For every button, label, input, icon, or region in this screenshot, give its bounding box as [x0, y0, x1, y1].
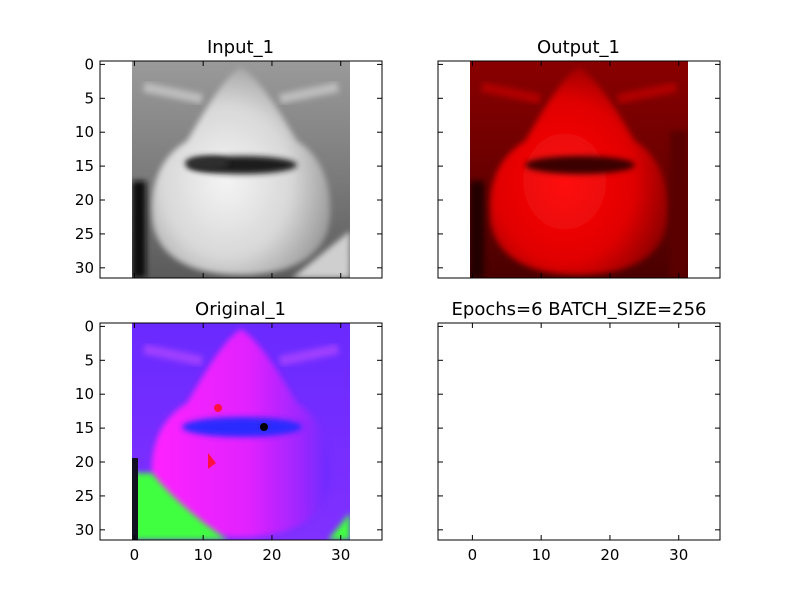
x-tick-label: 20 [600, 546, 619, 564]
axes-frame-epochs [437, 322, 721, 541]
axes-frame-input [99, 60, 383, 279]
y-tick-label: 25 [75, 225, 94, 243]
axes-frame-original [99, 322, 383, 541]
panel-title-input: Input_1 [207, 37, 274, 58]
y-tick-label: 0 [84, 55, 94, 73]
x-tick-label: 20 [262, 546, 281, 564]
y-tick-label: 20 [75, 191, 94, 209]
panel-original: Original_1 0 10 20 30 0 5 10 15 20 25 30 [75, 299, 383, 564]
ticks-input: 0 5 10 15 20 25 30 [75, 55, 382, 278]
y-tick-label: 30 [75, 521, 94, 539]
y-tick-label: 10 [75, 123, 94, 141]
ticks-epochs: 0 10 20 30 [438, 323, 720, 564]
x-tick-label: 30 [669, 546, 688, 564]
x-tick-label: 0 [130, 546, 140, 564]
y-tick-label: 10 [75, 385, 94, 403]
x-tick-label: 10 [194, 546, 213, 564]
x-tick-label: 0 [468, 546, 478, 564]
y-tick-label: 5 [84, 89, 94, 107]
y-tick-label: 30 [75, 259, 94, 277]
y-tick-label: 15 [75, 157, 94, 175]
x-tick-label: 30 [331, 546, 350, 564]
y-tick-label: 15 [75, 419, 94, 437]
y-tick-label: 0 [84, 317, 94, 335]
y-tick-label: 25 [75, 487, 94, 505]
y-tick-label: 5 [84, 351, 94, 369]
panel-title-output: Output_1 [537, 37, 620, 58]
panel-output: Output_1 [437, 37, 721, 279]
image-input [132, 61, 350, 278]
ticks-original: 0 10 20 30 0 5 10 15 20 25 30 [75, 317, 382, 564]
y-tick-label: 20 [75, 453, 94, 471]
panel-title-original: Original_1 [195, 299, 286, 320]
image-original [132, 323, 350, 540]
panel-title-epochs: Epochs=6 BATCH_SIZE=256 [452, 299, 707, 320]
image-output [470, 61, 688, 278]
panel-epochs: Epochs=6 BATCH_SIZE=256 0 10 20 30 [437, 299, 721, 564]
ticks-output [438, 61, 720, 278]
panel-input: Input_1 0 5 10 15 20 25 30 [75, 37, 383, 279]
axes-frame-output [437, 60, 721, 279]
x-tick-label: 10 [532, 546, 551, 564]
